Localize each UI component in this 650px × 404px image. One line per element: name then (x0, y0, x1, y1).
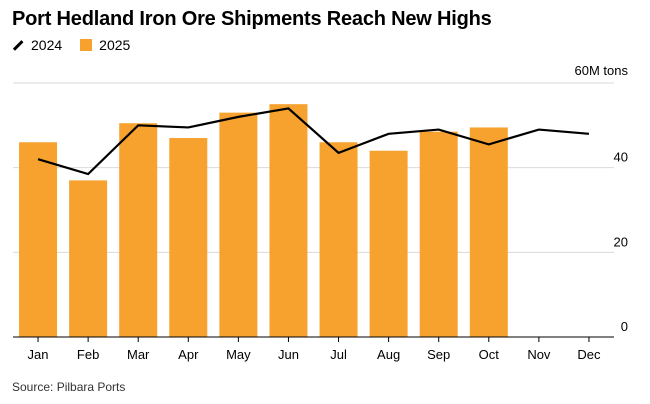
x-tick-label-feb: Feb (77, 347, 99, 362)
x-tick-label-jul: Jul (330, 347, 347, 362)
bar-sep (419, 131, 458, 337)
x-tick-label-apr: Apr (178, 347, 199, 362)
chart-title: Port Hedland Iron Ore Shipments Reach Ne… (12, 8, 492, 30)
y-tick-label: 20 (614, 234, 628, 249)
x-tick-label-may: May (226, 347, 251, 362)
bar-jan (19, 142, 58, 337)
legend-label-2025: 2025 (99, 37, 131, 53)
legend: 2024 2025 (12, 37, 148, 53)
source-note: Source: Pilbara Ports (12, 380, 126, 394)
bar-jun (269, 104, 308, 338)
y-tick-label: 0 (621, 319, 628, 334)
legend-item-2024: 2024 (12, 37, 62, 53)
y-unit-label: 60M tons (575, 63, 629, 78)
y-tick-label: 40 (614, 150, 628, 165)
x-tick-label-jan: Jan (28, 347, 49, 362)
bar-jul (319, 142, 358, 337)
line-series-2024 (37, 107, 590, 176)
x-tick-label-sep: Sep (427, 347, 450, 362)
bar-oct (469, 127, 508, 337)
bar-mar (119, 123, 158, 337)
bar-may (219, 112, 258, 337)
bar-apr (169, 138, 208, 337)
bar-aug (369, 150, 408, 337)
x-tick-label-nov: Nov (527, 347, 551, 362)
x-tick-label-aug: Aug (377, 347, 400, 362)
x-tick-label-oct: Oct (479, 347, 500, 362)
x-tick-label-jun: Jun (278, 347, 299, 362)
legend-bar-swatch (80, 39, 93, 51)
x-tick-label-mar: Mar (127, 347, 150, 362)
x-tick-label-dec: Dec (577, 347, 601, 362)
legend-label-2024: 2024 (31, 37, 63, 53)
bar-feb (69, 180, 108, 337)
legend-item-2025: 2025 (80, 37, 130, 53)
